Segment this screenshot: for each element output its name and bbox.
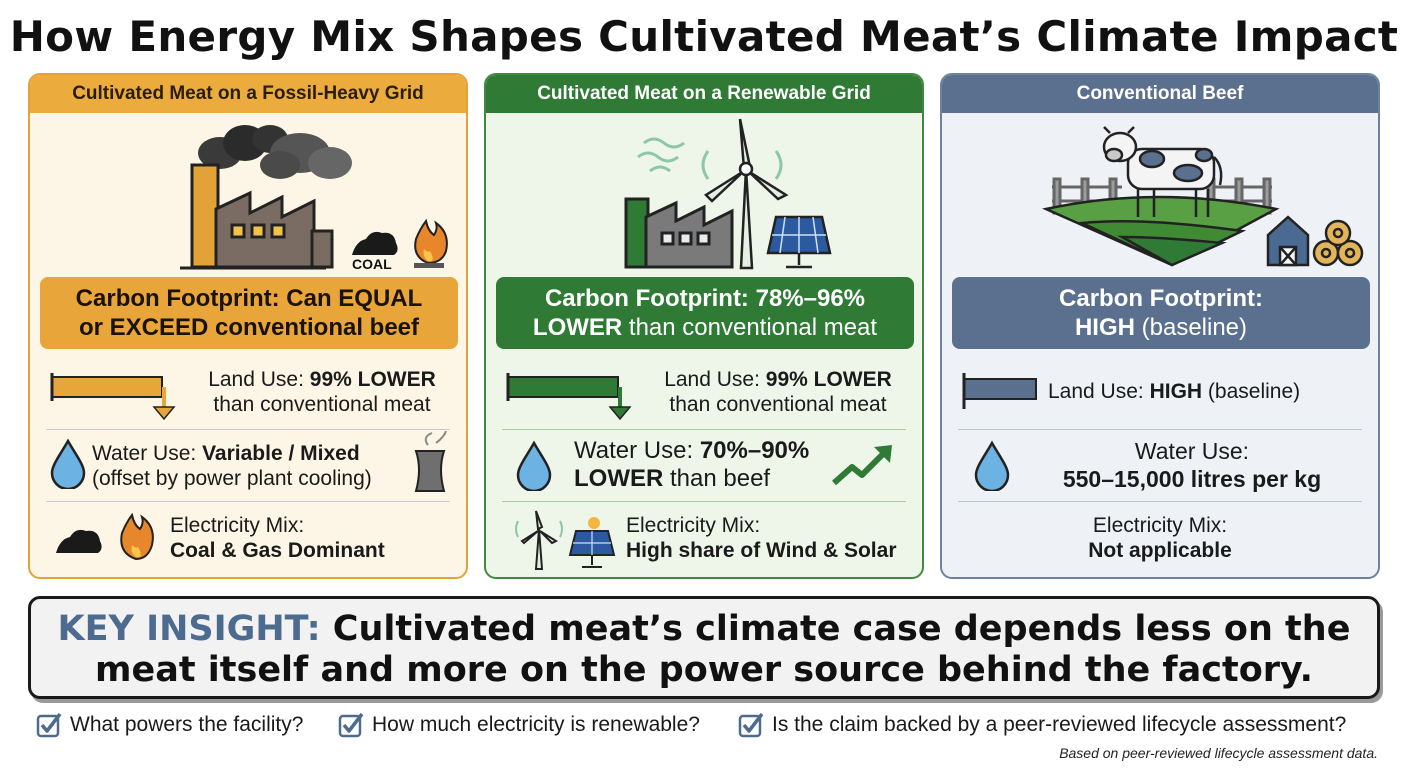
divider	[958, 429, 1362, 430]
checklist-item: What powers the facility?	[36, 712, 303, 738]
checklist-item: How much electricity is renewable?	[338, 712, 700, 738]
card-header: Cultivated Meat on a Renewable Grid	[486, 75, 922, 113]
water-use-text: Water Use: 550–15,000 litres per kg	[1062, 438, 1322, 492]
divider	[502, 429, 906, 430]
footprint-line1: Carbon Footprint:	[1059, 285, 1263, 312]
divider	[958, 501, 1362, 502]
fossil-grid-card: Cultivated Meat on a Fossil-Heavy Grid C…	[28, 73, 468, 579]
water-drop-icon	[50, 438, 86, 489]
checkbox-icon	[738, 712, 764, 738]
wind-turbine-icon	[515, 510, 563, 570]
trend-up-icon	[832, 445, 892, 486]
fossil-fuel-icons	[56, 513, 154, 561]
source-note: Based on peer-reviewed lifecycle assessm…	[1059, 745, 1378, 761]
electricity-mix-text: Electricity Mix: High share of Wind & So…	[626, 514, 897, 562]
divider	[46, 429, 450, 430]
conventional-beef-card: Conventional Beef	[940, 73, 1380, 579]
key-insight-line2: meat itself and more on the power source…	[95, 650, 1313, 690]
footprint-line1: Carbon Footprint: 78%–96%	[544, 285, 866, 312]
checkbox-icon	[338, 712, 364, 738]
land-use-text: Land Use: 99% LOWER than conventional me…	[208, 368, 436, 416]
renewable-grid-card: Cultivated Meat on a Renewable Grid	[484, 73, 924, 579]
electricity-mix-text: Electricity Mix: Not applicable	[1088, 514, 1232, 562]
fossil-factory-illustration: COAL	[180, 125, 448, 272]
carbon-footprint-box: Carbon Footprint: 78%–96% LOWER than con…	[496, 277, 914, 349]
wind-turbine-icon	[704, 118, 789, 270]
smoke-icon	[198, 125, 352, 179]
solar-panel-icon	[568, 517, 616, 568]
water-drop-icon	[974, 440, 1010, 491]
coal-icon: COAL	[352, 231, 398, 272]
down-arrow-icon	[152, 387, 176, 421]
land-use-bar-icon	[962, 373, 1037, 409]
wind-waves-icon	[637, 137, 783, 180]
coal-icon	[56, 529, 102, 553]
factory-icon	[180, 163, 334, 270]
card-header: Cultivated Meat on a Fossil-Heavy Grid	[30, 75, 466, 113]
key-insight-label: KEY INSIGHT:	[57, 609, 321, 649]
key-insight-banner: KEY INSIGHT: Cultivated meat’s climate c…	[28, 596, 1380, 699]
renewable-factory-illustration	[624, 118, 832, 270]
land-use-text: Land Use: HIGH (baseline)	[1048, 380, 1301, 403]
footprint-line1: Carbon Footprint: Can EQUAL	[75, 285, 423, 312]
cow-pasture-illustration	[1042, 126, 1364, 267]
footprint-line2: or EXCEED conventional beef	[78, 314, 420, 341]
carbon-footprint-box: Carbon Footprint: Can EQUAL or EXCEED co…	[40, 277, 458, 349]
electricity-mix-text: Electricity Mix: Coal & Gas Dominant	[170, 514, 385, 562]
cow-icon	[1102, 126, 1223, 217]
water-use-text: Water Use: 70%–90% LOWER than beef	[574, 437, 810, 492]
solar-panel-icon	[766, 215, 832, 269]
down-arrow-icon	[608, 387, 632, 421]
water-drop-icon	[516, 440, 552, 491]
water-use-text: Water Use: Variable / Mixed (offset by p…	[92, 442, 372, 490]
divider	[502, 501, 906, 502]
checkbox-icon	[36, 712, 62, 738]
flame-icon	[414, 218, 448, 268]
pasture-hill-icon	[1042, 195, 1280, 267]
card-header: Conventional Beef	[942, 75, 1378, 113]
land-use-text: Land Use: 99% LOWER than conventional me…	[664, 368, 892, 416]
renewable-icons	[515, 510, 616, 570]
land-use-bar-icon	[506, 373, 632, 421]
carbon-footprint-box: Carbon Footprint: HIGH (baseline)	[952, 277, 1370, 349]
coal-label: COAL	[352, 256, 392, 272]
land-use-bar-icon	[50, 373, 176, 421]
divider	[46, 501, 450, 502]
flame-icon	[120, 513, 154, 561]
barn-icon	[1266, 215, 1310, 267]
key-insight-line1: Cultivated meat’s climate case depends l…	[320, 609, 1351, 649]
hay-bale-icon	[1312, 219, 1364, 267]
checklist-item: Is the claim backed by a peer-reviewed l…	[738, 712, 1346, 738]
page-title: How Energy Mix Shapes Cultivated Meat’s …	[9, 12, 1399, 61]
factory-icon	[624, 197, 734, 269]
cooling-tower-icon	[414, 431, 447, 492]
